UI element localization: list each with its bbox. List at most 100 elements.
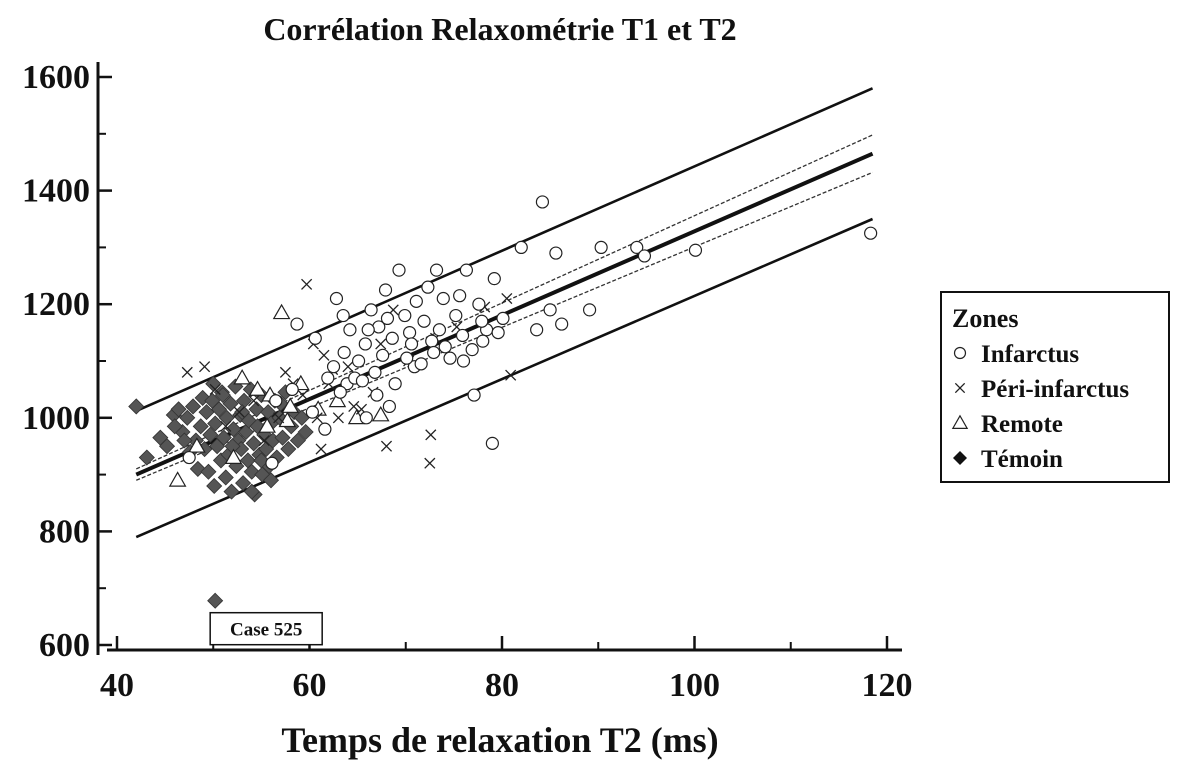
infarctus-point [265,456,279,470]
peri-infarctus-point [279,366,291,378]
peri-infarctus-point [273,412,285,424]
infarctus-point [543,303,557,317]
legend-label: Péri-infarctus [981,376,1129,403]
peri-infarctus-point [248,395,260,407]
temoin-point [262,472,280,489]
remote-point [272,303,291,320]
infarctus-point [487,272,501,286]
y-tick-label: 1400 [22,173,90,210]
temoin-point [225,421,242,438]
infarctus-point [425,334,439,348]
infarctus-point [438,340,452,354]
temoin-point [215,429,232,446]
infarctus-point [630,240,644,254]
infarctus-point [326,360,341,374]
temoin-point [223,483,240,500]
infarctus-point [376,348,390,362]
infarctus-point [688,243,703,257]
infarctus-point [496,311,510,325]
infarctus-point [385,331,399,345]
legend-label: Remote [981,411,1063,438]
infarctus-point [549,246,563,260]
prediction-band-upper [135,87,874,413]
infarctus-point [421,280,435,294]
remote-point [328,391,347,408]
infarctus-point [368,365,382,379]
infarctus-point [382,399,396,414]
infarctus-point [336,308,350,323]
infarctus-point [449,308,463,323]
legend-triangle-icon [951,414,969,429]
infarctus-point [476,334,490,348]
legend-circle-icon [953,346,967,360]
legend-label: Témoin [981,446,1063,473]
infarctus-point [472,297,486,311]
infarctus-point [594,240,608,254]
peri-infarctus-point [297,389,309,401]
infarctus-point [343,323,357,337]
infarctus-point [465,343,479,357]
x-tick-label: 80 [485,667,519,704]
temoin-point [235,475,252,492]
infarctus-point [182,450,196,465]
remote-point [371,405,390,422]
infarctus-point [485,436,499,450]
y-tick-label: 1200 [22,286,90,323]
infarctus-point [290,317,304,331]
prediction-band-lower [135,217,874,539]
infarctus-point [475,314,489,328]
peri-infarctus-point [318,349,330,361]
infarctus-point [333,385,347,399]
infarctus-point [417,314,431,328]
legend-title: Zones [952,304,1018,333]
x-axis-label: Temps de relaxation T2 (ms) [281,720,718,760]
y-tick-label: 1000 [22,400,90,437]
infarctus-point [555,317,569,331]
temoin-point [222,395,239,412]
infarctus-point [380,311,395,325]
temoin-point [128,398,145,415]
temoin-point [243,483,260,500]
annotation-label: Case 525 [230,620,302,641]
peri-infarctus-point [375,338,387,350]
annotations: Case 525 [209,611,323,646]
infarctus-point [456,354,471,368]
infarctus-point [429,263,444,277]
temoin-point [206,477,223,495]
peri-infarctus-point [315,443,327,455]
infarctus-point [409,294,423,308]
peri-infarctus-point [342,361,354,373]
temoin-point [166,418,183,435]
infarctus-point [443,351,457,365]
temoin-point [297,423,314,441]
infarctus-point [398,308,412,323]
infarctus-point [404,337,419,351]
infarctus-point [400,351,414,365]
peri-infarctus-point [501,292,513,305]
axes: 600 800 1000 1200 1400 1600 40 60 80 100 120 [22,59,913,704]
temoin-point [237,423,255,441]
remote-point [188,437,206,453]
temoin-point [138,449,155,466]
peri-infarctus-point [199,361,211,373]
remote-point [233,369,251,385]
infarctus-point [514,240,528,254]
infarctus-point [329,291,344,306]
remote-point [224,448,243,465]
legend-box [940,291,1170,483]
peri-infarctus-point [332,412,344,424]
infarctus-point [491,326,505,340]
peri-infarctus-point [220,420,232,432]
legend-label: Infarctus [981,341,1079,368]
temoin-point [170,401,187,418]
infarctus-point [637,249,652,263]
infarctus-point [535,195,550,209]
x-tick-label: 60 [293,667,327,704]
infarctus-point [305,405,319,419]
infarctus-point [427,345,441,360]
legend-diamond-icon [953,451,967,465]
temoin-point [248,401,265,418]
temoin-point [179,409,196,426]
